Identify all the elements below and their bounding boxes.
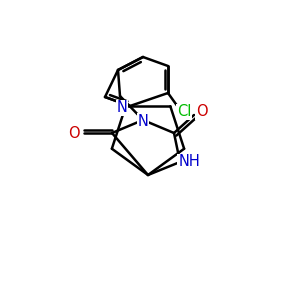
Text: O: O — [68, 125, 80, 140]
Text: Cl: Cl — [177, 104, 191, 119]
Text: O: O — [196, 104, 208, 119]
Text: NH: NH — [178, 154, 200, 169]
Text: N: N — [138, 113, 148, 128]
Text: N: N — [117, 100, 128, 116]
